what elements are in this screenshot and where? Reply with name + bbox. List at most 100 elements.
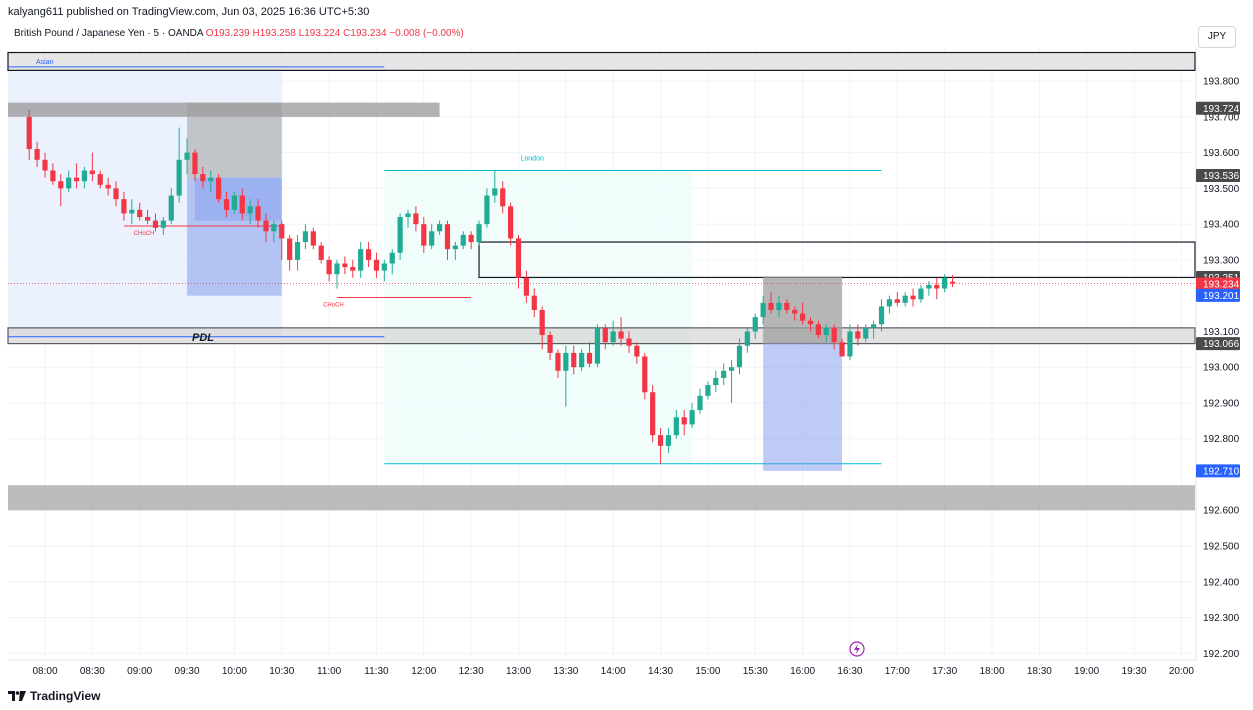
candle-body xyxy=(129,209,135,214)
candle-body xyxy=(926,284,932,289)
candle-body xyxy=(318,245,324,260)
footer: TradingView xyxy=(8,689,100,703)
candle-body xyxy=(89,170,95,175)
candle-body xyxy=(176,159,182,196)
price-tag xyxy=(1196,337,1240,351)
candle-body xyxy=(697,395,703,411)
candle-body xyxy=(476,224,482,243)
price-tag-label: 193.201 xyxy=(1203,291,1240,302)
candle-body xyxy=(918,288,924,300)
candle-body xyxy=(350,267,356,271)
order-block-gray xyxy=(187,102,282,178)
candle-body xyxy=(34,149,40,160)
candle-body xyxy=(760,302,766,318)
candle-body xyxy=(310,231,316,246)
candle-body xyxy=(807,320,814,325)
candle-body xyxy=(287,238,293,260)
candle-body xyxy=(871,324,877,328)
x-tick-label: 18:00 xyxy=(979,666,1004,677)
x-tick-label: 11:30 xyxy=(364,666,389,677)
candle-body xyxy=(657,435,664,446)
tradingview-brand[interactable]: TradingView xyxy=(30,689,101,703)
choch-label: CHoCH xyxy=(323,302,344,308)
candle-body xyxy=(705,385,711,396)
x-tick-label: 17:30 xyxy=(932,666,957,677)
y-tick-label: 193.600 xyxy=(1203,148,1240,159)
candle-body xyxy=(902,295,908,303)
x-tick-label: 20:00 xyxy=(1169,666,1194,677)
candle-body xyxy=(168,195,174,221)
candle-body xyxy=(500,188,506,207)
choch-label: CHoCH xyxy=(134,231,155,237)
x-tick-label: 08:00 xyxy=(32,666,57,677)
ohlc-low: L193.224 xyxy=(298,28,341,39)
candle-body xyxy=(886,299,893,307)
candle-body xyxy=(137,209,143,218)
candle-body xyxy=(184,152,190,160)
x-tick-label: 10:00 xyxy=(222,666,247,677)
y-tick-label: 192.600 xyxy=(1203,506,1240,517)
candle-body xyxy=(208,177,214,182)
symbol-name[interactable]: British Pound / Japanese Yen · 5 · OANDA xyxy=(14,28,203,39)
candle-body xyxy=(279,224,285,239)
price-change: −0.008 (−0.00%) xyxy=(389,28,464,39)
candle-body xyxy=(594,327,601,364)
x-tick-label: 14:30 xyxy=(648,666,673,677)
candle-body xyxy=(792,309,798,314)
candle-body xyxy=(397,217,403,253)
x-tick-label: 19:00 xyxy=(1074,666,1099,677)
price-tag-label: 193.724 xyxy=(1203,104,1240,115)
candle-body xyxy=(626,338,632,346)
candle-body xyxy=(413,213,419,225)
candle-body xyxy=(263,220,269,232)
candle-body xyxy=(73,177,80,182)
candle-body xyxy=(665,435,672,446)
candle-body xyxy=(515,238,522,278)
candle-body xyxy=(815,324,821,336)
candle-body xyxy=(271,224,277,232)
candle-body xyxy=(294,242,301,260)
price-tag-label: 193.066 xyxy=(1203,339,1240,350)
candle-body xyxy=(247,206,253,214)
london-label: London xyxy=(521,156,544,163)
candle-body xyxy=(878,306,885,325)
y-tick-label: 193.500 xyxy=(1203,184,1240,195)
x-tick-label: 10:30 xyxy=(269,666,294,677)
candle-body xyxy=(586,352,593,364)
top-supply-zone xyxy=(7,51,1196,71)
candle-body xyxy=(26,116,32,150)
candle-body xyxy=(855,331,861,339)
candle-body xyxy=(752,317,758,332)
candle-body xyxy=(42,159,48,171)
ohlc-high: H193.258 xyxy=(252,28,296,39)
candle-body xyxy=(602,327,608,343)
candle-body xyxy=(744,331,750,346)
candle-body xyxy=(800,313,806,321)
candle-body xyxy=(492,188,498,196)
candle-body xyxy=(484,195,490,225)
x-tick-label: 14:00 xyxy=(601,666,626,677)
currency-selector[interactable]: JPY xyxy=(1198,26,1236,48)
candle-body xyxy=(610,331,616,343)
late-blue-box xyxy=(763,343,843,471)
candle-body xyxy=(776,302,782,310)
y-tick-label: 193.100 xyxy=(1203,327,1240,338)
candle-body xyxy=(768,302,774,310)
replay-icon[interactable] xyxy=(849,641,865,657)
pdl-label: PDL xyxy=(192,332,214,344)
candle-body xyxy=(634,345,640,357)
candle-body xyxy=(579,352,585,368)
y-tick-label: 192.400 xyxy=(1203,577,1240,588)
candle-body xyxy=(555,352,561,371)
x-tick-label: 15:00 xyxy=(695,666,720,677)
candle-body xyxy=(949,281,956,284)
price-chart[interactable]: AsianLondonPDLCHoCHCHoCH193.800193.70019… xyxy=(0,0,1253,685)
price-tag xyxy=(1196,288,1240,302)
candle-body xyxy=(421,224,427,246)
y-tick-label: 193.300 xyxy=(1203,255,1240,266)
london-session-box xyxy=(384,170,693,464)
candle-body xyxy=(373,259,380,271)
candle-body xyxy=(358,249,364,271)
candle-body xyxy=(302,231,309,243)
candle-body xyxy=(713,377,719,386)
